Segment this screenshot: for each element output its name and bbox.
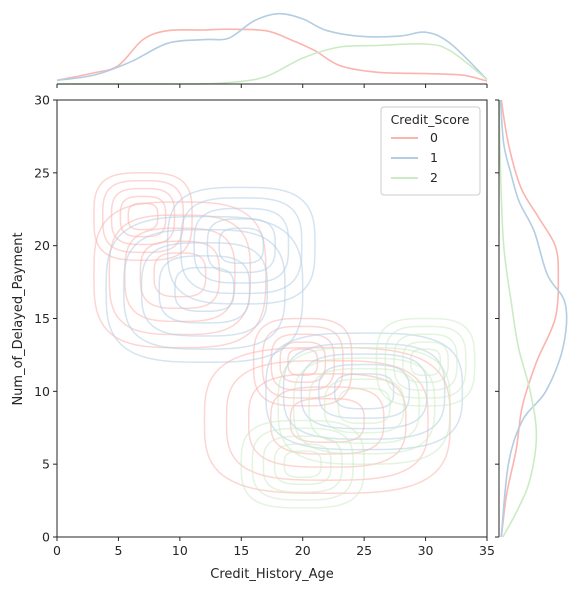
contour-series-2 [292, 357, 436, 455]
contour-series-0 [108, 214, 252, 336]
contour-series-0 [287, 348, 319, 377]
contour-series-2 [308, 367, 420, 444]
contour-series-2 [410, 348, 442, 377]
x-tick-label: 15 [233, 543, 249, 558]
legend-box [380, 106, 481, 196]
contour-series-1 [206, 218, 276, 274]
contour-series-2 [273, 443, 332, 486]
x-tick-label: 20 [295, 543, 311, 558]
contour-series-1 [318, 363, 411, 419]
contour-series-1 [282, 342, 446, 440]
legend-label-2: 2 [430, 170, 438, 185]
contour-series-0 [279, 341, 327, 384]
x-tick-label: 25 [356, 543, 372, 558]
contour-series-2 [384, 325, 467, 399]
contour-series-0 [252, 317, 353, 407]
contour-series-1 [180, 197, 303, 295]
contour-series-0 [261, 325, 344, 399]
marginal-top-kde [56, 12, 488, 85]
contour-layer [93, 172, 476, 509]
x-axis-label: Credit_History_Age [210, 567, 334, 582]
contour-series-2 [262, 435, 343, 493]
x-tick-label: 5 [114, 543, 122, 558]
contour-series-2 [283, 450, 322, 479]
marginal-y-series-0 [500, 99, 560, 538]
legend-title: Credit_Score [391, 112, 470, 127]
y-tick-label: 30 [34, 93, 50, 108]
y-tick-label: 10 [34, 384, 50, 399]
contour-series-2 [277, 346, 451, 465]
marginal-y-series-1 [499, 99, 568, 538]
y-tick-label: 0 [42, 530, 50, 545]
contour-series-1 [218, 227, 265, 264]
contour-series-0 [93, 201, 267, 349]
x-tick-label: 0 [53, 543, 61, 558]
contour-series-1 [105, 215, 304, 363]
contour-series-0 [247, 373, 407, 468]
contour-series-2 [323, 378, 405, 434]
contour-series-1 [123, 228, 286, 350]
y-axis-label: Num_of_Delayed_Payment [11, 232, 26, 405]
y-tick-label: 20 [34, 238, 50, 253]
contour-series-1 [174, 266, 235, 312]
x-tick-label: 35 [479, 543, 495, 558]
marginal-x-series-1 [56, 12, 488, 82]
marginal-y-series-2 [498, 99, 538, 538]
contour-series-1 [300, 353, 428, 430]
marginal-right-kde [498, 99, 568, 538]
y-tick-label: 5 [42, 457, 50, 472]
contour-series-1 [333, 373, 395, 410]
contour-series-2 [402, 341, 449, 384]
contour-series-1 [166, 186, 316, 305]
contour-series-0 [93, 172, 193, 261]
contour-series-1 [140, 242, 269, 337]
contour-series-0 [203, 346, 451, 495]
contour-series-0 [127, 202, 159, 231]
legend-label-0: 0 [430, 130, 438, 145]
contour-series-0 [101, 179, 185, 254]
contour-series-0 [153, 252, 207, 298]
x-tick-label: 10 [172, 543, 188, 558]
marginal-x-series-0 [56, 28, 488, 82]
contour-series-2 [393, 333, 458, 391]
contour-series-2 [375, 317, 476, 407]
contour-series-0 [139, 240, 221, 310]
contour-series-0 [270, 333, 335, 391]
legend: Credit_Score 0 1 2 [380, 106, 481, 196]
contour-series-1 [193, 207, 290, 284]
contour-series-0 [119, 195, 167, 238]
y-tick-label: 25 [34, 165, 50, 180]
contour-series-1 [158, 255, 251, 324]
contour-series-0 [110, 187, 176, 246]
x-tick-label: 30 [418, 543, 434, 558]
contour-series-2 [251, 427, 354, 501]
y-tick-label: 15 [34, 311, 50, 326]
contour-series-1 [265, 332, 464, 451]
contour-series-2 [240, 419, 365, 509]
legend-label-1: 1 [430, 150, 438, 165]
